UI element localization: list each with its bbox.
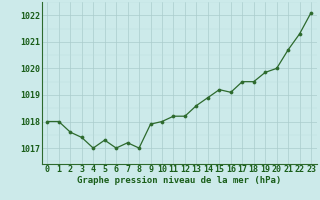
X-axis label: Graphe pression niveau de la mer (hPa): Graphe pression niveau de la mer (hPa) (77, 176, 281, 185)
